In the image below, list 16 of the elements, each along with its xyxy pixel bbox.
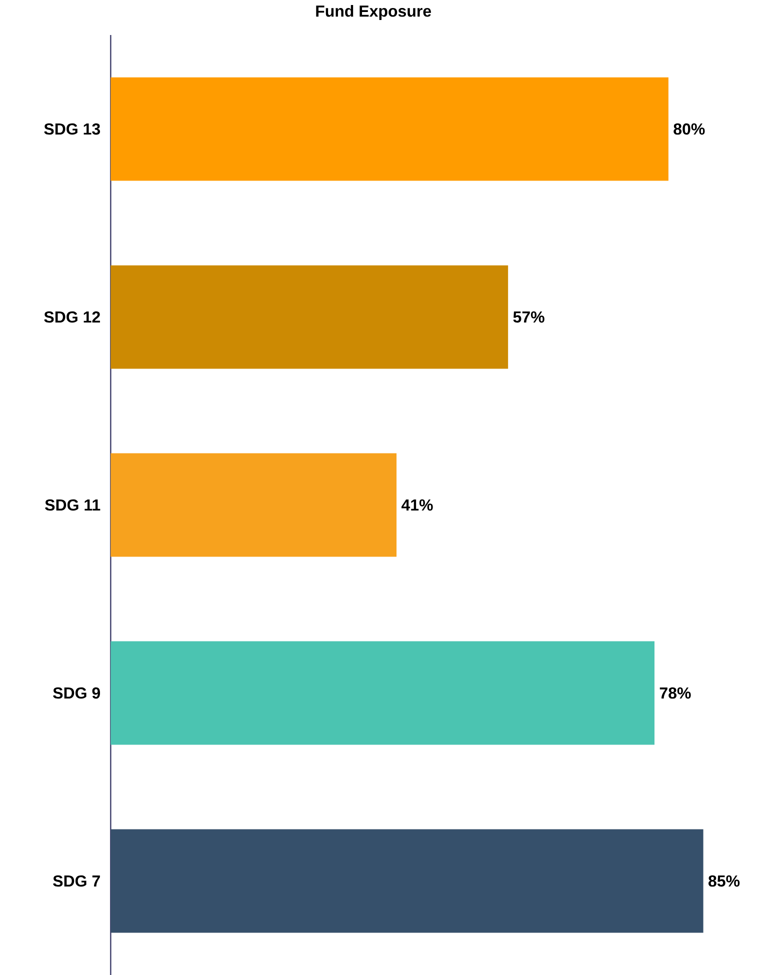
y-tick-label: SDG 13 [44, 123, 100, 135]
data-label: 78% [660, 687, 691, 699]
data-label: 85% [708, 875, 740, 887]
data-label: 41% [401, 499, 433, 511]
bar [110, 77, 668, 181]
y-tick-label: SDG 9 [53, 687, 100, 699]
y-tick-label: SDG 7 [53, 875, 100, 887]
y-tick-label: SDG 11 [45, 499, 100, 511]
y-tick-label: SDG 12 [44, 311, 100, 323]
bar [110, 265, 508, 369]
chart-title: Fund Exposure [316, 5, 431, 20]
data-label: 80% [674, 123, 705, 135]
data-label: 57% [513, 311, 544, 323]
bar [110, 453, 397, 557]
bar [110, 641, 654, 745]
bar [110, 829, 704, 933]
